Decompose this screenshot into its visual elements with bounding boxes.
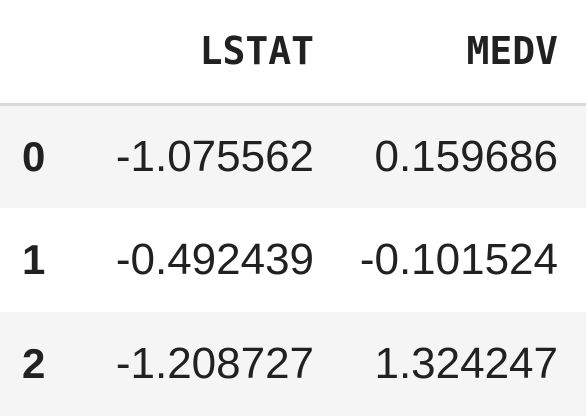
cell-lstat: -1.075562 bbox=[115, 131, 315, 181]
cell-medv: 1.324247 bbox=[374, 339, 558, 388]
column-header-lstat: LSTAT bbox=[199, 29, 315, 74]
cell-medv: 0.159686 bbox=[374, 131, 558, 181]
table-body: 0 -1.075562 0.159686 1 -0.492439 -0.1015… bbox=[0, 104, 586, 416]
row-index: 1 bbox=[22, 236, 46, 283]
table-header: LSTAT MEDV bbox=[0, 0, 586, 104]
row-index: 2 bbox=[22, 340, 46, 387]
cell-lstat: -1.208727 bbox=[115, 339, 315, 388]
table-row: 0 -1.075562 0.159686 bbox=[0, 104, 586, 208]
cell-medv: -0.101524 bbox=[359, 235, 558, 284]
table-row: 2 -1.208727 1.324247 bbox=[0, 312, 586, 416]
header-row: LSTAT MEDV bbox=[0, 0, 586, 104]
column-header-medv: MEDV bbox=[466, 29, 558, 74]
table-row: 1 -0.492439 -0.101524 bbox=[0, 208, 586, 312]
index-header bbox=[0, 0, 74, 104]
cell-lstat: -0.492439 bbox=[115, 235, 315, 284]
row-index: 0 bbox=[22, 132, 46, 180]
